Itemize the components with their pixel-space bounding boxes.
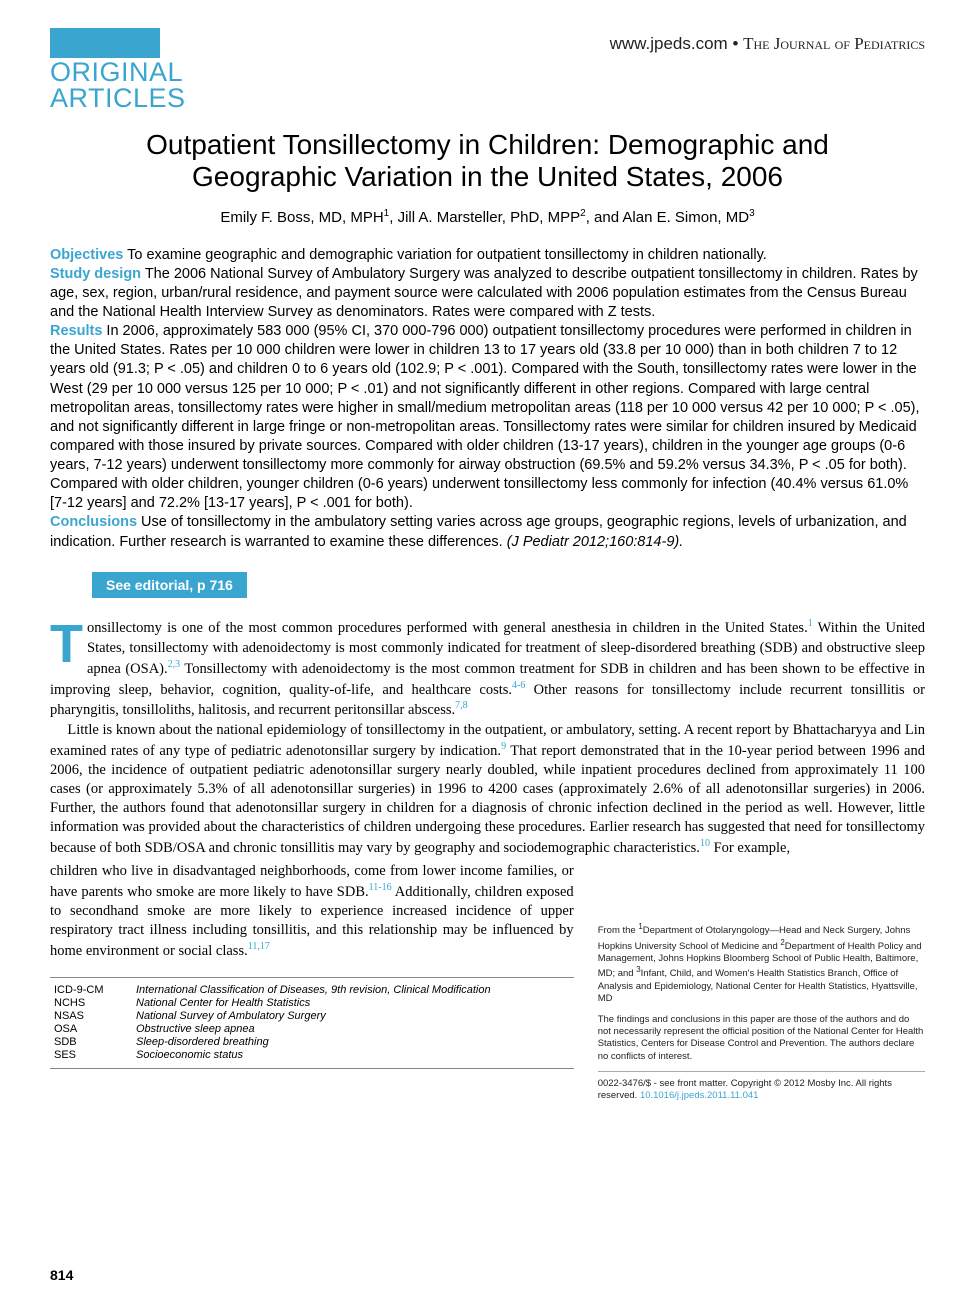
abbr-val: National Center for Health Statistics bbox=[136, 997, 310, 1009]
page-number: 814 bbox=[50, 1267, 73, 1283]
abbr-key: OSA bbox=[54, 1023, 124, 1035]
section-label-line2: ARTICLES bbox=[50, 86, 186, 112]
design-label: Study design bbox=[50, 266, 141, 282]
abbr-key: NSAS bbox=[54, 1010, 124, 1022]
abbr-row: ICD-9-CM International Classification of … bbox=[54, 984, 570, 996]
abstract-citation: (J Pediatr 2012;160:814-9). bbox=[507, 534, 684, 550]
section-label-line1: ORIGINAL bbox=[50, 60, 186, 86]
abbr-key: SDB bbox=[54, 1036, 124, 1048]
abbr-val: Socioeconomic status bbox=[136, 1049, 243, 1061]
lower-columns: children who live in disadvantaged neigh… bbox=[50, 862, 925, 1111]
journal-sep: • bbox=[728, 34, 743, 53]
objectives-text: To examine geographic and demographic va… bbox=[123, 247, 766, 263]
right-column: From the 1Department of Otolaryngology—H… bbox=[598, 862, 925, 1111]
p1-text: onsillectomy is one of the most common p… bbox=[50, 620, 925, 718]
results-text: In 2006, approximately 583 000 (95% CI, … bbox=[50, 323, 920, 511]
authors: Emily F. Boss, MD, MPH1, Jill A. Marstel… bbox=[50, 208, 925, 226]
doi-link[interactable]: 10.1016/j.jpeds.2011.11.041 bbox=[640, 1090, 759, 1101]
abbr-row: NCHS National Center for Health Statistic… bbox=[54, 997, 570, 1009]
journal-header: www.jpeds.com • The Journal of Pediatric… bbox=[610, 28, 925, 54]
abbr-val: Sleep-disordered breathing bbox=[136, 1036, 269, 1048]
badge-color-bar bbox=[50, 28, 160, 58]
section-badge: ORIGINAL ARTICLES bbox=[50, 28, 186, 111]
objectives-label: Objectives bbox=[50, 247, 123, 263]
dropcap: T bbox=[50, 618, 87, 668]
divider bbox=[598, 1071, 925, 1072]
design-text: The 2006 National Survey of Ambulatory S… bbox=[50, 266, 918, 320]
paragraph-2: Little is known about the national epide… bbox=[50, 721, 925, 859]
abbr-row: OSA Obstructive sleep apnea bbox=[54, 1023, 570, 1035]
results-label: Results bbox=[50, 323, 102, 339]
conclusions-label: Conclusions bbox=[50, 514, 137, 530]
abbr-key: ICD-9-CM bbox=[54, 984, 124, 996]
editorial-link[interactable]: See editorial, p 716 bbox=[92, 572, 247, 598]
abbr-key: NCHS bbox=[54, 997, 124, 1009]
abbr-key: SES bbox=[54, 1049, 124, 1061]
abbr-val: Obstructive sleep apnea bbox=[136, 1023, 255, 1035]
affiliations: From the 1Department of Otolaryngology—H… bbox=[598, 922, 925, 1006]
abbr-val: International Classification of Diseases… bbox=[136, 984, 491, 996]
paragraph-1: Tonsillectomy is one of the most common … bbox=[50, 618, 925, 721]
abstract: Objectives To examine geographic and dem… bbox=[50, 246, 925, 552]
abbreviations-box: ICD-9-CM International Classification of … bbox=[50, 977, 574, 1069]
body-text: Tonsillectomy is one of the most common … bbox=[50, 618, 925, 858]
abbr-row: NSAS National Survey of Ambulatory Surger… bbox=[54, 1010, 570, 1022]
abbr-row: SDB Sleep-disordered breathing bbox=[54, 1036, 570, 1048]
conclusions-text: Use of tonsillectomy in the ambulatory s… bbox=[50, 514, 907, 549]
page-header: ORIGINAL ARTICLES www.jpeds.com • The Jo… bbox=[50, 28, 925, 111]
abbr-row: SES Socioeconomic status bbox=[54, 1049, 570, 1061]
article-title: Outpatient Tonsillectomy in Children: De… bbox=[90, 129, 885, 193]
journal-name: The Journal of Pediatrics bbox=[743, 34, 925, 53]
left-column: children who live in disadvantaged neigh… bbox=[50, 862, 574, 1111]
disclaimer: The findings and conclusions in this pap… bbox=[598, 1014, 925, 1063]
copyright-line: 0022-3476/$ - see front matter. Copyrigh… bbox=[598, 1078, 925, 1103]
journal-url[interactable]: www.jpeds.com bbox=[610, 34, 728, 53]
paragraph-3: children who live in disadvantaged neigh… bbox=[50, 862, 574, 961]
abbr-val: National Survey of Ambulatory Surgery bbox=[136, 1010, 326, 1022]
